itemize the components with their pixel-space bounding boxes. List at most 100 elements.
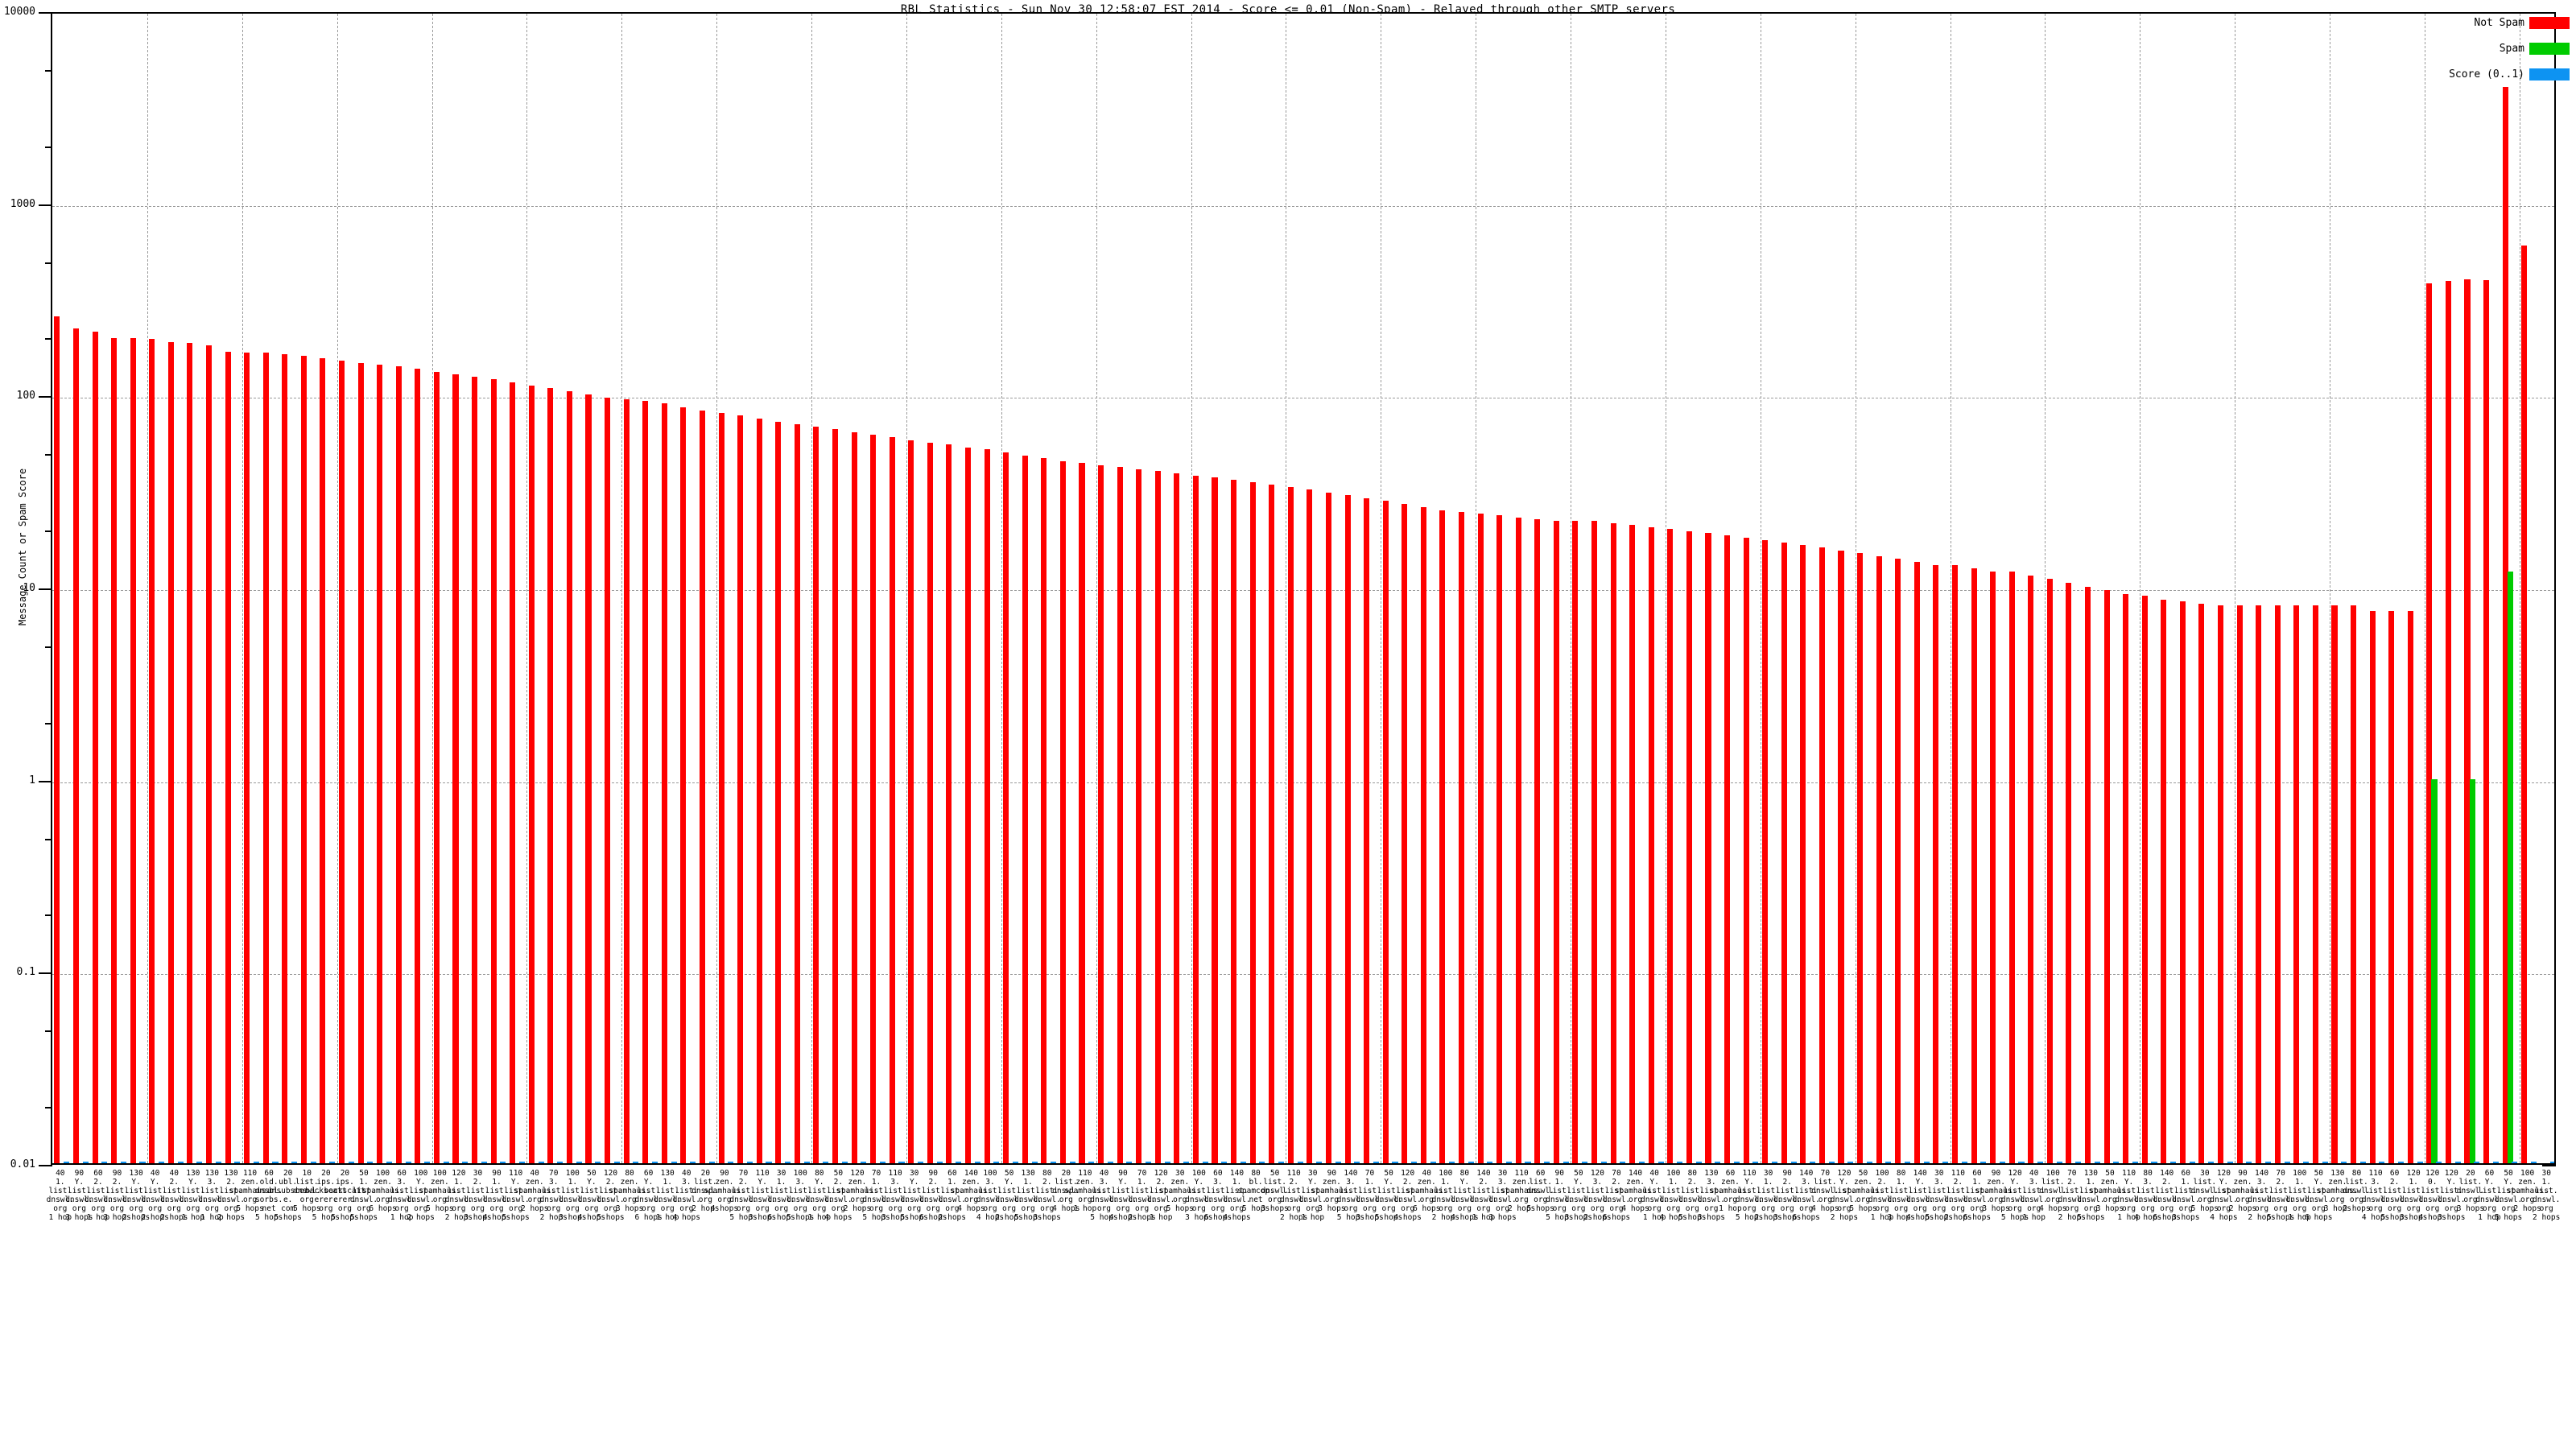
x-label-line: 2 hops [1583, 1213, 1612, 1222]
x-label-line: 20 [1061, 1169, 1071, 1178]
x-label-line: org [1913, 1204, 1927, 1213]
y-tick-minor [45, 69, 52, 72]
x-label-line: list. [2022, 1187, 2046, 1195]
x-label-line: sorbs. [254, 1195, 283, 1204]
x-label-line: list. [48, 1187, 72, 1195]
x-label-line: 110 [888, 1169, 902, 1178]
bar-score [1677, 1162, 1683, 1163]
x-label-line: dnswl. [691, 1187, 720, 1195]
x-label-line: 2 hops [691, 1204, 720, 1213]
x-label-line: zen. [848, 1178, 867, 1187]
x-label-line: 5 hops [2190, 1204, 2219, 1213]
x-label-line: Y. [2446, 1178, 2457, 1187]
x-axis-label: 120 3. list. dnswl. org 2 hops [1576, 1169, 1618, 1222]
bar-score [159, 1162, 165, 1163]
x-label-line: org [2406, 1204, 2421, 1213]
x-axis-label: 20 ubl. unsubscore. com 5 hops [267, 1169, 309, 1222]
x-axis-label: 60 1. list. dnswl. org 6 hops [1956, 1169, 1998, 1222]
x-label-line: 3. [2029, 1178, 2039, 1187]
bar-score [2530, 1162, 2537, 1163]
x-label-line: 4 hops [2133, 1213, 2162, 1222]
x-axis-label: 50 Y. list. dnswl. org 5 hops [2487, 1169, 2529, 1222]
bar-score [518, 1162, 526, 1163]
bar-score [785, 1162, 791, 1163]
x-label-line: org [1001, 1204, 1017, 1213]
x-label-line: 60 [1725, 1169, 1736, 1178]
x-label-line: 100 [432, 1169, 447, 1178]
bar-not-spam [2103, 590, 2110, 1163]
bar-score [1961, 1162, 1967, 1163]
x-label-line: 5 hops [426, 1204, 454, 1213]
x-label-line: 1 hop [86, 1213, 110, 1222]
x-axis-label: 20 list. dnswl. org 4 hops [1045, 1169, 1087, 1213]
x-label-line: Y. [131, 1178, 141, 1187]
x-axis-label: 30 Y. list. dnswl. org 5 hops [894, 1169, 935, 1222]
bar-score [1695, 1162, 1702, 1163]
x-label-line: list. [561, 1187, 584, 1195]
x-label-line: 50 [1858, 1169, 1868, 1178]
x-label-line: list. [694, 1178, 717, 1187]
x-label-line: dnswl. [995, 1195, 1023, 1204]
bar-score [690, 1162, 696, 1163]
x-label-line: org [1286, 1204, 1301, 1213]
bar-not-spam [2236, 605, 2243, 1163]
x-label-line: 6 hops [1413, 1204, 1441, 1213]
x-label-line: org [679, 1204, 694, 1213]
bar-not-spam [547, 388, 554, 1163]
x-label-line: dnswl. [1488, 1195, 1517, 1204]
x-label-line: list. [1301, 1187, 1325, 1195]
x-label-line: 120 [452, 1169, 466, 1178]
x-label-line: Y. [1384, 1178, 1393, 1187]
bar-score [1354, 1162, 1360, 1163]
x-label-line: org [2046, 1195, 2060, 1204]
x-axis-label: 50 Y. list. dnswl. org 2 hops [989, 1169, 1030, 1222]
x-label-line: org [148, 1204, 163, 1213]
x-label-line: dnswl. [122, 1195, 151, 1204]
x-label-line: dnswl. [1052, 1187, 1080, 1195]
x-label-line: org [2140, 1204, 2155, 1213]
bar-not-spam [2046, 579, 2053, 1163]
x-label-line: 6 hops [1963, 1213, 1992, 1222]
x-label-line: 3. [2143, 1178, 2153, 1187]
bar-not-spam [433, 371, 440, 1163]
x-label-line: org [2008, 1204, 2022, 1213]
x-axis-label: 140 3. list. dnswl. org 2 hops [2241, 1169, 2283, 1222]
x-label-line: org [1571, 1204, 1586, 1213]
x-axis-label: 90 Y. list. dnswl. org 4 hops [1102, 1169, 1144, 1222]
x-label-line: Y. [1308, 1178, 1318, 1187]
bar-not-spam [262, 353, 269, 1163]
x-axis-label: 140 zen. spamhaus. org 4 hops [1615, 1169, 1657, 1213]
bar-not-spam [1895, 559, 1901, 1163]
x-label-line: list. [1567, 1187, 1591, 1195]
bar-score [879, 1162, 886, 1163]
bar-not-spam [1553, 521, 1559, 1163]
x-axis-label: 130 Y. list. dnswl. org 1 hop [172, 1169, 214, 1222]
bar-not-spam [1249, 482, 1256, 1163]
bar-not-spam [2293, 605, 2300, 1163]
bar-score [1828, 1162, 1835, 1163]
bar-score [215, 1162, 221, 1163]
x-label-line: org [1021, 1204, 1035, 1213]
bar-score [2132, 1162, 2138, 1163]
x-label-line: 2 hops [938, 1213, 966, 1222]
x-label-line: org [1324, 1195, 1339, 1204]
bar-not-spam [680, 407, 687, 1163]
x-label-line: dnswl. [1963, 1195, 1992, 1204]
x-label-line: 2 hops [141, 1213, 169, 1222]
x-label-line: dnswl. [2343, 1187, 2371, 1195]
x-label-line: dnswl. [1773, 1195, 1802, 1204]
x-label-line: org [357, 1204, 371, 1213]
bar-score [2512, 1162, 2518, 1163]
bar-score [728, 1162, 734, 1163]
x-label-line: 3. [985, 1178, 995, 1187]
x-label-line: 70 [549, 1169, 559, 1178]
x-label-line: 6 hops [634, 1213, 663, 1222]
x-label-line: 110 [2368, 1169, 2383, 1178]
bar-not-spam [2407, 610, 2413, 1163]
x-label-line: Y. [815, 1178, 824, 1187]
x-axis-label: 90 Y. list. dnswl. org 3 hops [58, 1169, 100, 1222]
vertical-gridline [716, 14, 718, 1163]
x-label-line: dnswl. [293, 1187, 321, 1195]
y-tick-label: 10000 [3, 6, 35, 18]
x-axis-label: 140 zen. spamhaus. org 4 hops [950, 1169, 992, 1213]
